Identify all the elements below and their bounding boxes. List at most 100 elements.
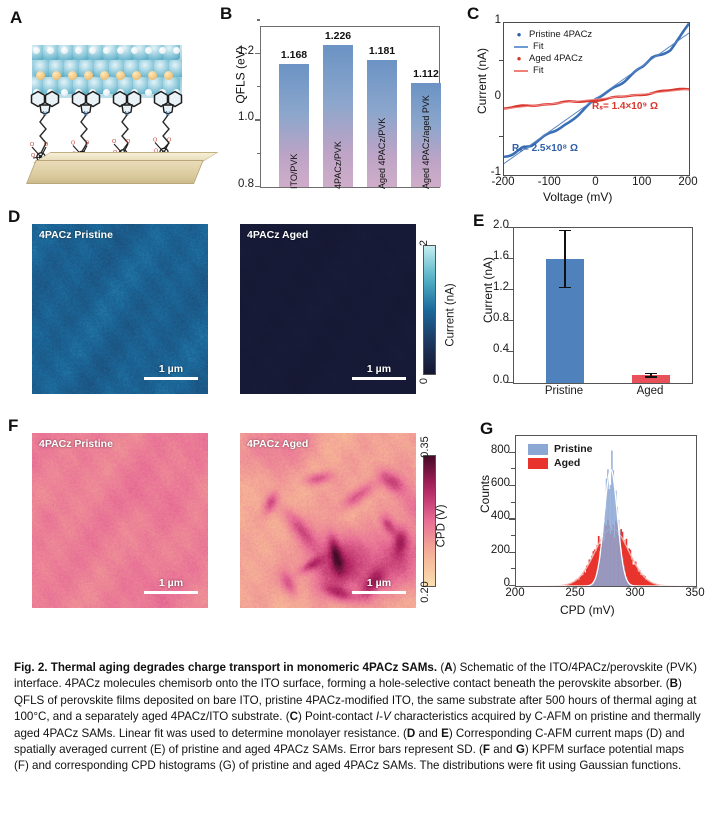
- halide-atom-top: [33, 47, 40, 54]
- halide-atom-top: [117, 47, 124, 54]
- halide-atom-top: [89, 47, 96, 54]
- qfls-bar-value: 1.226: [312, 30, 364, 42]
- panel-g-legend-item: Aged: [528, 457, 593, 469]
- halide-atom-bottom: [75, 89, 82, 96]
- panel-g-x-tick: 300: [615, 587, 655, 599]
- panel-b-y-tick: 1.0: [224, 111, 254, 123]
- legend-line-marker: [514, 46, 528, 48]
- panel-e-y-tick: 0.4: [479, 343, 509, 355]
- halide-atom-bottom: [47, 89, 54, 96]
- panel-c-x-tick: -100: [529, 176, 569, 188]
- panel-c-legend-item: • Pristine 4PACz: [514, 29, 592, 41]
- legend-line-marker: [514, 70, 528, 72]
- svg-text:O: O: [112, 139, 117, 145]
- scalebar-text: 1 µm: [352, 363, 406, 375]
- cafm-map-pristine-label: 4PACz Pristine: [39, 229, 113, 241]
- panel-e-average-current-bar: E Current (nA) 0.0 0.4 0.8 1.2 1.6 2.0 Pristin…: [455, 205, 713, 415]
- panel-c-legend-label: Fit: [533, 65, 544, 78]
- panel-e-plot-area: [513, 227, 693, 384]
- scalebar-line: [352, 377, 406, 380]
- panel-e-errorbar-line: [564, 230, 566, 287]
- panel-g-y-tick: 600: [480, 477, 510, 489]
- halide-atom-top: [103, 47, 110, 54]
- cafm-pristine-scalebar: 1 µm: [144, 363, 198, 380]
- panel-f-colorbar: [423, 455, 436, 587]
- panel-c-legend-item: Fit: [514, 41, 592, 53]
- panel-e-errorbar-cap: [559, 287, 571, 289]
- panel-f-kpfm-maps: F 4PACz Pristine 1 µm 4PACz Aged 1 µm 0.…: [0, 410, 455, 625]
- panel-c-y-tick: 1: [477, 14, 501, 26]
- halide-atom-bottom: [33, 89, 40, 96]
- halide-atom-top: [75, 47, 82, 54]
- scalebar-line: [352, 591, 406, 594]
- panel-g-plot-area: Pristine Aged: [515, 435, 697, 587]
- scalebar-text: 1 µm: [144, 363, 198, 375]
- qfls-bar-category: ITO/PVK: [289, 154, 299, 189]
- panel-g-legend: Pristine Aged: [528, 443, 593, 471]
- caption-figure-title: Thermal aging degrades charge transport …: [51, 661, 437, 674]
- qfls-bar-category: Aged 4PACz/aged PVK: [421, 95, 431, 189]
- panel-e-y-tick: 1.2: [479, 281, 509, 293]
- a-site-cation: [52, 71, 61, 80]
- panel-e-errorbar-cap: [559, 230, 571, 232]
- qfls-bar-value: 1.181: [356, 45, 408, 57]
- scalebar-line: [144, 591, 198, 594]
- panel-d-colorbar-max: 2: [418, 230, 430, 256]
- svg-text:O: O: [31, 153, 36, 159]
- panel-c-x-tick: 0: [576, 176, 616, 188]
- panel-f-colorbar-min: 0.20: [419, 572, 431, 612]
- qfls-bar-category: Aged 4PACz/PVK: [377, 118, 387, 189]
- kpfm-map-pristine: 4PACz Pristine 1 µm: [32, 433, 208, 608]
- panel-e-y-tick: 2.0: [479, 219, 509, 231]
- svg-text:O: O: [85, 141, 90, 147]
- halide-atom-top: [145, 47, 152, 54]
- qfls-bar-category: 4PACz/PVK: [333, 141, 343, 189]
- panel-c-x-tick: 100: [622, 176, 662, 188]
- a-site-cation: [116, 71, 125, 80]
- halide-atom-bottom: [145, 89, 152, 96]
- panel-f-colorbar-label: CPD (V): [435, 505, 447, 548]
- panel-c-legend-label: Aged 4PACz: [529, 53, 583, 66]
- scalebar-line: [144, 377, 198, 380]
- panel-f-colorbar-max: 0.35: [419, 427, 431, 467]
- halide-atom-top: [47, 47, 54, 54]
- panel-g-y-tick: 400: [480, 510, 510, 522]
- qfls-bar-value: 1.168: [268, 49, 320, 61]
- panel-b-y-tick: 1.2: [224, 45, 254, 57]
- panel-b-qfls-bar-chart: B QFLS (eV) 1.2 1.0 0.8 1.168 ITO/PVK 1.226 4…: [218, 0, 450, 205]
- panel-c-annotation-pristine: Rₛ= 2.5×10⁸ Ω: [512, 143, 578, 154]
- cafm-map-aged: 4PACz Aged 1 µm: [240, 224, 416, 394]
- panel-b-y-tick: 0.8: [224, 178, 254, 190]
- panel-e-errorbar-cap: [645, 373, 657, 375]
- panel-e-y-tick: 1.6: [479, 250, 509, 262]
- panel-e-y-tick: 0.8: [479, 312, 509, 324]
- panel-d-cafm-maps: D 4PACz Pristine 1 µm 4PACz Aged 1 µm 2 …: [0, 205, 455, 410]
- panel-d-colorbar-min: 0: [418, 368, 430, 394]
- panel-c-annotation-aged: Rₛ= 1.4×10⁹ Ω: [592, 101, 658, 112]
- panel-c-iv-curve: C Current (nA) Voltage (mV) -1 0 1 -200 -100…: [455, 0, 713, 205]
- halide-atom-bottom: [89, 89, 96, 96]
- a-site-cation: [84, 71, 93, 80]
- panel-c-legend-item: • Aged 4PACz: [514, 53, 592, 65]
- svg-text:O: O: [44, 142, 49, 148]
- panel-g-cpd-histogram: G Counts CPD (mV) 0 200 400 600 800 200 250 300…: [470, 415, 713, 630]
- panel-g-legend-item: Pristine: [528, 443, 593, 455]
- svg-text:N: N: [166, 112, 170, 118]
- kpfm-map-aged: 4PACz Aged 1 µm: [240, 433, 416, 608]
- kpfm-pristine-scalebar: 1 µm: [144, 577, 198, 594]
- scalebar-text: 1 µm: [144, 577, 198, 589]
- a-site-cation: [36, 71, 45, 80]
- svg-text:O: O: [153, 138, 158, 144]
- svg-text:O: O: [167, 138, 172, 144]
- panel-c-legend-item: Fit: [514, 65, 592, 77]
- cafm-aged-scalebar: 1 µm: [352, 363, 406, 380]
- panel-e-errorbar-cap: [645, 376, 657, 378]
- panel-e-x-tick: Pristine: [529, 385, 599, 397]
- panel-c-plot-area: • Pristine 4PACz Fit • Aged 4PACz Fit Rₛ= 2.5…: [503, 22, 690, 176]
- panel-g-x-tick: 200: [495, 587, 535, 599]
- ito-substrate: [26, 160, 204, 184]
- cafm-map-aged-label: 4PACz Aged: [247, 229, 308, 241]
- a-site-cation: [164, 71, 173, 80]
- panel-c-y-axis-label: Current (nA): [475, 48, 489, 114]
- halide-atom-top: [131, 47, 138, 54]
